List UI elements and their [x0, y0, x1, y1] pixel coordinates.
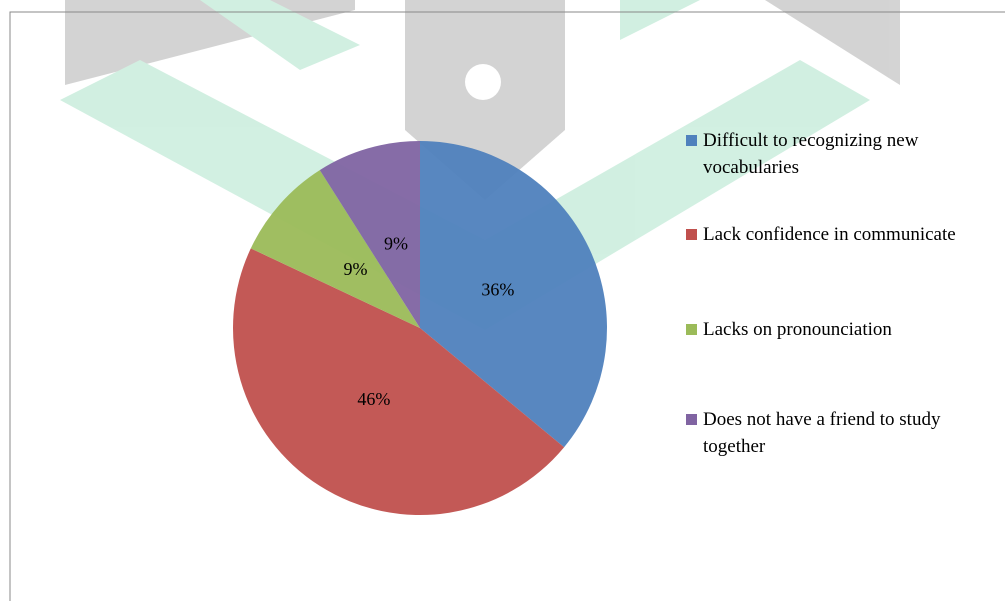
- legend-swatch: [686, 414, 697, 425]
- legend-item: Lack confidence in communicate: [686, 221, 986, 248]
- legend-item: Lacks on pronounciation: [686, 316, 986, 343]
- legend-swatch: [686, 324, 697, 335]
- legend-swatch: [686, 135, 697, 146]
- data-label: 36%: [481, 279, 514, 299]
- pie-slice: [233, 248, 565, 515]
- data-label: 46%: [357, 389, 390, 409]
- chart-frame: [9, 11, 1005, 601]
- legend-label: Lacks on pronounciation: [703, 319, 892, 340]
- legend-label: Does not have a friend to study together: [703, 409, 941, 457]
- legend-item: Difficult to recognizing new vocabularie…: [686, 127, 986, 181]
- data-label: 9%: [343, 259, 367, 279]
- pie-slice: [250, 170, 420, 328]
- legend-swatch: [686, 229, 697, 240]
- data-label: 9%: [384, 234, 408, 254]
- legend-label: Difficult to recognizing new vocabularie…: [703, 130, 919, 178]
- legend-item: Does not have a friend to study together: [686, 406, 986, 460]
- legend-label: Lack confidence in communicate: [703, 224, 956, 245]
- pie-slice: [319, 141, 420, 328]
- pie-slice: [420, 141, 607, 448]
